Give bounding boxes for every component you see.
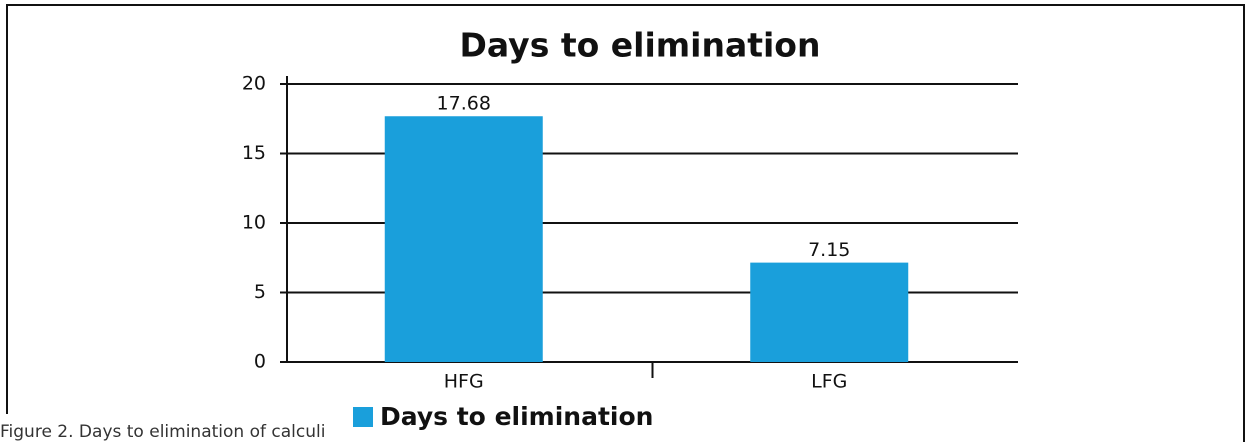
- y-tick-label: 15: [242, 142, 266, 164]
- legend-label: Days to elimination: [380, 402, 653, 431]
- legend-swatch: [353, 407, 373, 427]
- x-tick-label: LFG: [811, 371, 847, 393]
- frame: [6, 4, 1245, 442]
- caption: Figure 2. Days to elimination of calculi: [0, 422, 325, 442]
- y-tick-label: 10: [242, 212, 266, 234]
- bar: [750, 262, 909, 362]
- y-tick-label: 0: [254, 351, 266, 373]
- chart-title: Days to elimination: [460, 26, 821, 65]
- y-tick-label: 5: [254, 281, 266, 303]
- data-label: 7.15: [808, 239, 850, 261]
- y-tick-label: 20: [242, 73, 266, 95]
- bar: [384, 116, 543, 362]
- data-label: 17.68: [437, 93, 491, 115]
- x-tick-label: HFG: [444, 371, 484, 393]
